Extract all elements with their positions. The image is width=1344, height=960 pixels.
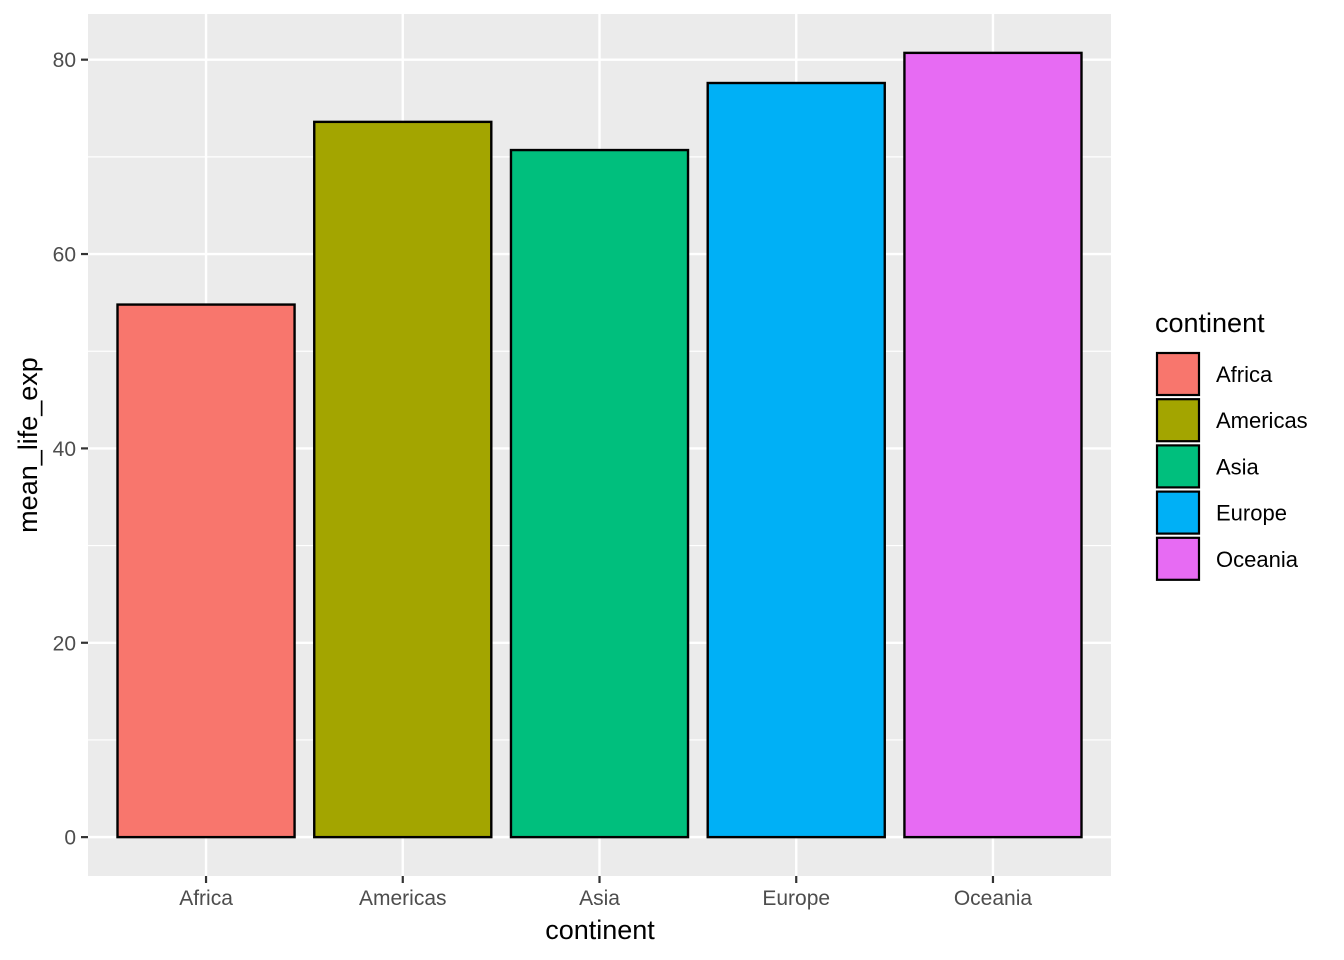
bar-americas (313, 120, 493, 839)
x-axis: Africa Americas Asia Europe Oceania (179, 876, 1032, 910)
legend-label: Asia (1216, 454, 1260, 479)
legend-label: Americas (1216, 408, 1308, 433)
legend: continent Africa Americas Asia Europe Oceani… (1155, 308, 1308, 581)
y-tick-label: 0 (64, 827, 76, 850)
x-tick-label: Asia (579, 887, 620, 910)
x-tick-label: Africa (179, 887, 233, 910)
bar-asia (509, 148, 690, 839)
y-tick-label: 60 (53, 244, 76, 267)
legend-label: Africa (1216, 362, 1273, 387)
legend-label: Oceania (1216, 547, 1299, 572)
bar-africa (116, 303, 296, 839)
y-tick-label: 40 (53, 438, 76, 461)
legend-key-asia (1155, 444, 1201, 489)
x-axis-title: continent (545, 915, 655, 945)
y-tick-label: 20 (53, 632, 76, 655)
legend-title: continent (1155, 308, 1265, 338)
legend-label: Europe (1216, 501, 1287, 526)
bars (116, 51, 1083, 839)
y-axis-title: mean_life_exp (13, 357, 43, 533)
bar-europe (706, 81, 886, 839)
legend-key-oceania (1155, 536, 1201, 581)
bar-oceania (903, 51, 1083, 839)
legend-key-europe (1155, 490, 1201, 535)
x-tick-label: Europe (762, 887, 830, 910)
x-tick-label: Americas (359, 887, 447, 910)
y-tick-label: 80 (53, 49, 76, 72)
legend-key-americas (1155, 398, 1201, 443)
legend-key-africa (1155, 351, 1201, 397)
x-tick-label: Oceania (954, 887, 1033, 910)
y-axis: 0 20 40 60 80 (53, 49, 88, 850)
